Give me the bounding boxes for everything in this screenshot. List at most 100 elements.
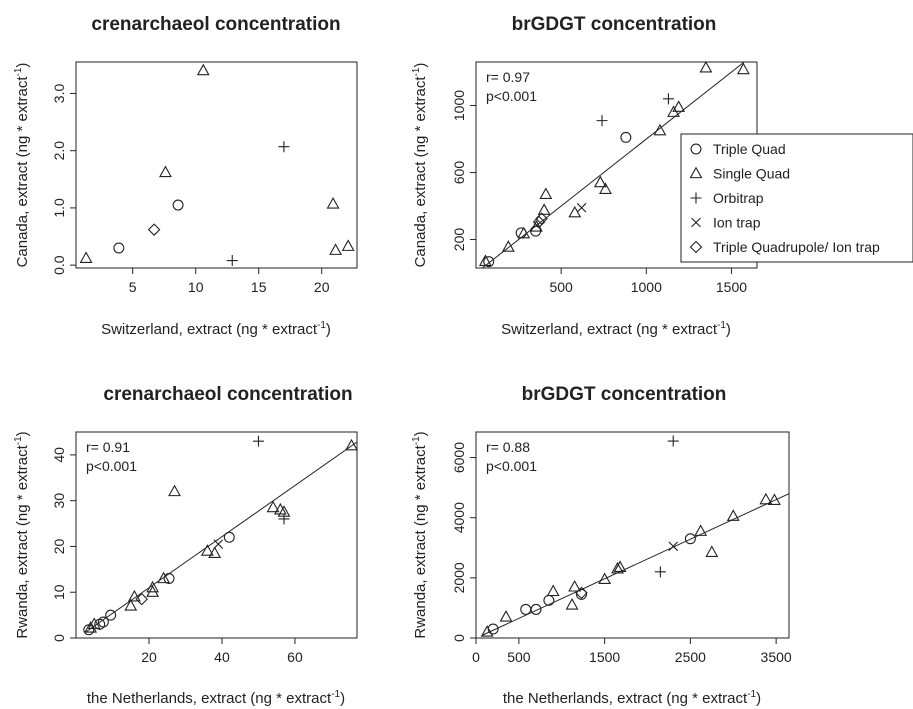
marker-triple-quad: [530, 603, 542, 615]
legend-label: Triple Quad: [713, 141, 786, 157]
annotation: r= 0.88 p<0.001: [486, 439, 537, 474]
legend-marker-triple-quadrupole-ion-trap: [689, 240, 703, 254]
x-axis-label: Switzerland, extract (ng * extract-1): [101, 320, 331, 338]
x-tick-label: 500: [507, 649, 531, 665]
x-axis: 20 40 60: [141, 638, 303, 665]
data-points: [79, 63, 355, 267]
chart-title: brGDGT concentration: [512, 14, 717, 35]
marker-single-quad: [546, 584, 560, 597]
stat-annotation: p<0.001: [86, 458, 137, 474]
marker-single-quad: [501, 240, 515, 252]
marker-single-quad: [699, 60, 713, 73]
y-tick-label: 30: [51, 493, 67, 509]
marker-single-quad: [157, 571, 171, 584]
marker-single-quad: [598, 572, 612, 585]
chart-title: crenarchaeol concentration: [103, 384, 352, 405]
x-tick-label: 60: [287, 649, 303, 665]
marker-single-quad: [159, 165, 172, 178]
marker-single-quad: [598, 182, 612, 194]
marker-triple-quadrupole-ion-trap: [135, 592, 148, 606]
regression-line: [482, 493, 789, 636]
y-axis: 0 10 20 30 40: [51, 447, 76, 642]
marker-orbitrap: [278, 513, 290, 525]
marker-single-quad: [530, 220, 543, 232]
x-tick-label: 0: [472, 649, 480, 665]
marker-single-quad: [79, 251, 93, 263]
panel-crenarchaeol-netherlands-rwanda: crenarchaeol concentration 20 40 60 0 10 20 3…: [13, 384, 358, 707]
x-tick-label: 5: [129, 279, 137, 295]
panel-brgdgt-netherlands-rwanda: brGDGT concentration 0 500 1500 2500 3500 0 2…: [411, 384, 792, 707]
legend-marker-triple-quad: [690, 143, 702, 155]
plot-frame: [475, 431, 790, 639]
y-tick-label: 1000: [451, 90, 467, 121]
marker-triple-quadrupole-ion-trap: [532, 215, 546, 229]
marker-single-quad: [593, 175, 607, 188]
marker-single-quad: [341, 239, 355, 251]
y-tick-label: 20: [51, 538, 67, 554]
marker-single-quad: [146, 580, 160, 593]
y-tick-label: 6000: [451, 442, 467, 473]
marker-single-quad: [326, 197, 340, 209]
stat-annotation: r= 0.97: [486, 69, 530, 85]
marker-single-quad: [565, 598, 579, 610]
marker-triple-quadrupole-ion-trap: [535, 212, 548, 225]
marker-single-quad: [329, 243, 343, 255]
x-tick-label: 40: [214, 649, 230, 665]
marker-ion-trap: [576, 202, 587, 213]
marker-single-quad: [200, 544, 214, 556]
marker-single-quad: [208, 546, 222, 558]
marker-single-quad: [672, 100, 686, 112]
annotation: r= 0.97 p<0.001: [486, 69, 537, 104]
marker-triple-quad: [223, 531, 235, 543]
marker-orbitrap: [654, 566, 666, 578]
chart-title: crenarchaeol concentration: [91, 14, 340, 35]
y-axis-label: Rwanda, extract (ng * extract-1): [411, 431, 429, 638]
marker-triple-quad: [163, 572, 175, 584]
legend-marker-single-quad: [689, 166, 703, 179]
marker-single-quad: [611, 561, 624, 574]
marker-single-quad: [124, 599, 138, 611]
marker-triple-quad: [575, 588, 587, 600]
marker-single-quad: [653, 123, 667, 136]
y-axis-label: Canada, extract (ng * extract-1): [13, 63, 31, 268]
y-axis: 0 2000 4000 6000: [451, 442, 476, 642]
y-tick-label: 0: [451, 634, 467, 642]
panel-brgdgt-switzerland-canada: brGDGT concentration 500 1000 1500 200 600 1…: [411, 14, 913, 338]
marker-triple-quad: [105, 609, 117, 621]
y-tick-label: 600: [451, 161, 467, 185]
marker-single-quad: [613, 560, 627, 573]
marker-orbitrap: [278, 141, 290, 153]
legend: Triple Quad Single Quad Orbitrap Ion trap Tr…: [680, 133, 913, 263]
y-tick-label: 40: [51, 447, 67, 463]
marker-triple-quad: [487, 623, 499, 635]
annotation: r= 0.91 p<0.001: [86, 439, 137, 474]
marker-triple-quad: [483, 256, 495, 268]
x-axis-label: Switzerland, extract (ng * extract-1): [501, 320, 731, 338]
marker-triple-quad: [620, 131, 632, 143]
marker-triple-quadrupole-ion-trap: [575, 586, 588, 600]
marker-orbitrap: [226, 255, 238, 267]
legend-box: [680, 133, 913, 263]
marker-single-quad: [277, 505, 291, 517]
data-points: [83, 435, 358, 636]
marker-triple-quad: [172, 199, 184, 211]
marker-single-quad: [499, 610, 513, 622]
marker-orbitrap: [667, 435, 679, 447]
y-axis-label: Canada, extract (ng * extract-1): [411, 63, 429, 268]
y-axis-label: Rwanda, extract (ng * extract-1): [13, 431, 31, 638]
x-tick-label: 1500: [716, 279, 747, 295]
marker-ion-trap: [668, 541, 679, 552]
y-tick-label: 3.0: [51, 84, 67, 104]
legend-label: Orbitrap: [713, 190, 764, 206]
legend-label: Ion trap: [713, 215, 761, 231]
marker-single-quad: [345, 438, 358, 451]
x-axis: 0 500 1500 2500 3500: [472, 638, 792, 665]
x-axis-label: the Netherlands, extract (ng * extract-1…: [503, 689, 761, 707]
marker-single-quad: [196, 63, 210, 76]
stat-annotation: r= 0.91: [86, 439, 130, 455]
marker-triple-quad: [97, 616, 109, 628]
x-tick-label: 20: [141, 649, 157, 665]
marker-triple-quad: [520, 603, 532, 615]
y-axis: 0.0 1.0 2.0 3.0: [51, 84, 76, 275]
x-tick-label: 1000: [631, 279, 662, 295]
